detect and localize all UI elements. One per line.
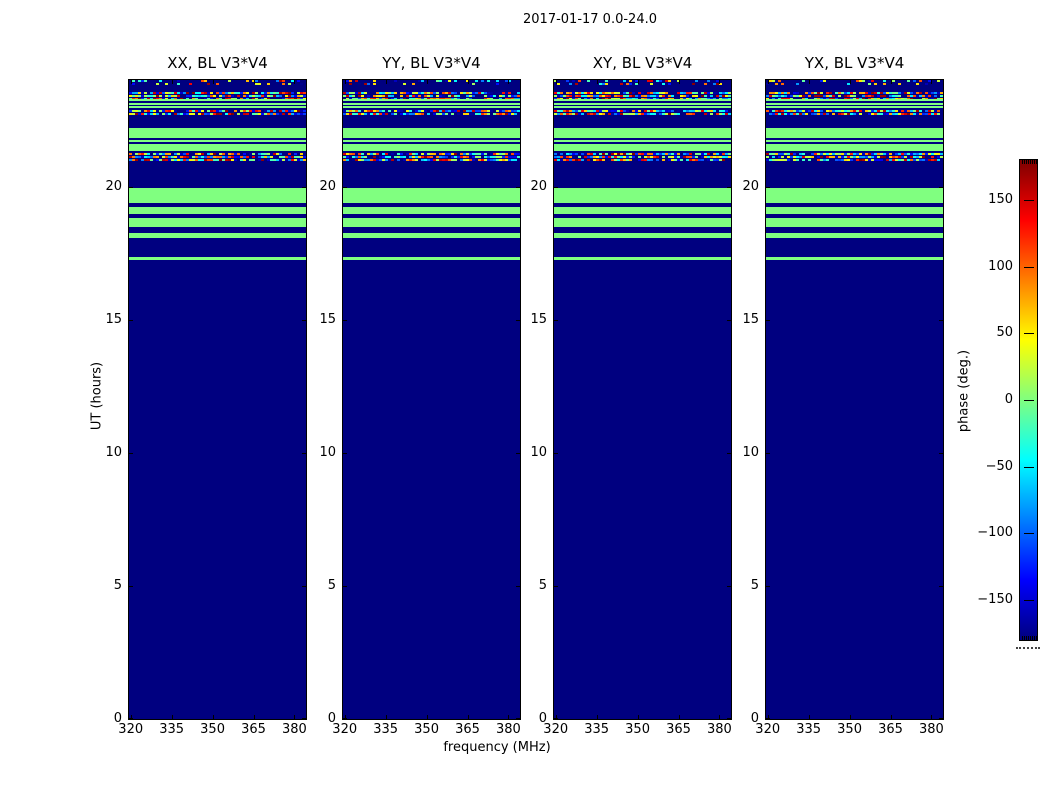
heatmap-canvas-yx [765, 79, 944, 720]
colorbar-label: phase (deg.) [956, 349, 972, 433]
y-tick-label: 0 [113, 711, 122, 726]
x-tick-label: 350 [625, 722, 650, 737]
colorbar-tick-label: −50 [985, 458, 1013, 474]
y-tick-label: 10 [530, 444, 547, 460]
heatmap-canvas-xx [128, 79, 307, 720]
x-tick-label: 320 [543, 722, 569, 737]
y-tick-label: 15 [319, 311, 336, 327]
x-tick-label: 320 [118, 722, 144, 737]
colorbar-tick-label: 50 [996, 325, 1013, 341]
colorbar-tick-label: −150 [977, 592, 1013, 607]
y-axis-label: UT (hours) [89, 361, 105, 431]
y-tick-label: 5 [113, 577, 122, 593]
x-tick-label: 335 [796, 722, 822, 737]
x-axis-label: frequency (MHz) [443, 740, 551, 755]
y-tick-label: 15 [105, 311, 122, 327]
colorbar-tick-label: 0 [1004, 392, 1013, 407]
y-tick-label: 20 [530, 178, 547, 194]
y-tick-label: 5 [750, 577, 759, 593]
x-tick-label: 365 [666, 722, 691, 737]
x-tick-label: 365 [455, 722, 480, 737]
x-tick-label: 335 [159, 722, 185, 737]
panel-title: XX, BL V3*V4 [167, 54, 268, 72]
y-tick-label: 10 [742, 444, 759, 460]
figure-suptitle: 2017-01-17 0.0-24.0 [523, 12, 657, 27]
heatmap-canvas-yy [342, 79, 521, 720]
panel-title: YY, BL V3*V4 [382, 54, 481, 72]
y-tick-label: 0 [538, 711, 547, 726]
y-tick-label: 15 [742, 311, 759, 327]
x-tick-label: 350 [414, 722, 439, 737]
y-tick-label: 20 [319, 178, 336, 194]
x-tick-label: 380 [707, 722, 732, 737]
y-tick-label: 10 [319, 444, 336, 460]
y-tick-label: 5 [538, 577, 547, 593]
y-tick-label: 20 [105, 178, 122, 194]
y-tick-label: 0 [327, 711, 336, 726]
colorbar-tick-label: 100 [988, 258, 1013, 274]
y-tick-label: 5 [327, 577, 336, 593]
colorbar-dotted-edge [1016, 647, 1040, 649]
colorbar-tick-label: −100 [977, 525, 1013, 541]
x-tick-label: 365 [878, 722, 903, 737]
colorbar-canvas [1019, 159, 1038, 641]
panel-title: YX, BL V3*V4 [804, 54, 905, 72]
x-tick-label: 320 [755, 722, 781, 737]
y-tick-label: 20 [742, 178, 759, 194]
heatmap-canvas-xy [553, 79, 732, 720]
x-tick-label: 320 [332, 722, 358, 737]
x-tick-label: 365 [241, 722, 266, 737]
y-tick-label: 15 [530, 311, 547, 327]
x-tick-label: 380 [496, 722, 521, 737]
y-tick-label: 10 [105, 444, 122, 460]
x-tick-label: 380 [919, 722, 944, 737]
colorbar-tick-label: 150 [988, 192, 1013, 207]
x-tick-label: 350 [837, 722, 862, 737]
y-tick-label: 0 [750, 711, 759, 726]
x-tick-label: 335 [373, 722, 399, 737]
panel-title: XY, BL V3*V4 [592, 54, 693, 72]
x-tick-label: 335 [584, 722, 610, 737]
x-tick-label: 380 [282, 722, 307, 737]
x-tick-label: 350 [200, 722, 225, 737]
